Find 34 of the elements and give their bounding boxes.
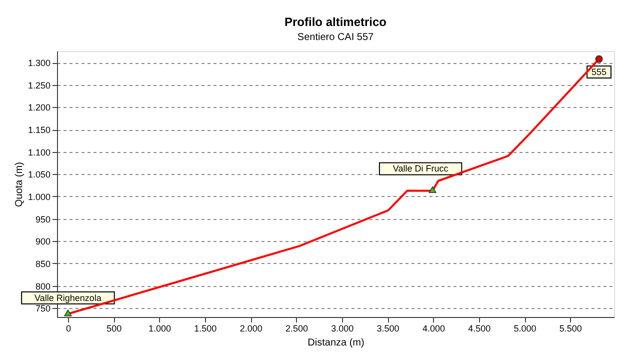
y-tick-label: 1.150 <box>28 125 50 136</box>
y-tick-label: 1.000 <box>28 192 50 202</box>
x-tick-label: 1.500 <box>194 324 217 334</box>
chart-subtitle: Sentiero CAI 557 <box>297 32 374 43</box>
x-tick-label: 0 <box>66 324 71 334</box>
y-tick-label: 1.250 <box>28 80 50 90</box>
annotation: 555 <box>592 67 607 78</box>
annotation: Valle Di Frucc <box>392 164 449 174</box>
x-tick-label: 3.500 <box>376 324 400 334</box>
y-tick-label: 1.100 <box>28 147 50 158</box>
y-tick-label: 1.300 <box>28 58 50 68</box>
y-tick-label: 850 <box>35 258 50 269</box>
x-tick-label: 3.000 <box>331 324 354 334</box>
y-tick-label: 750 <box>35 304 50 314</box>
x-tick-label: 5.000 <box>514 324 536 334</box>
x-axis-title: Distanza (m) <box>308 338 364 348</box>
x-tick-label: 2.500 <box>285 324 308 334</box>
y-tick-label: 1.050 <box>28 170 50 180</box>
y-tick-label: 950 <box>35 214 50 224</box>
y-tick-label: 1.200 <box>28 102 50 113</box>
point <box>64 310 72 316</box>
annotation: Valle Righenzola <box>34 292 102 303</box>
y-tick-label: 900 <box>35 236 50 247</box>
point <box>595 55 603 63</box>
x-tick-label: 1.000 <box>148 324 172 334</box>
x-tick-label: 500 <box>106 324 122 334</box>
x-tick-label: 4.000 <box>422 324 445 334</box>
y-axis-title: Quota (m) <box>14 162 25 208</box>
chart-title: Profilo altimetrico <box>284 15 387 29</box>
x-tick-label: 4.500 <box>468 324 491 334</box>
x-tick-label: 5.500 <box>559 324 582 334</box>
y-tick-label: 800 <box>35 281 50 292</box>
point <box>428 186 436 194</box>
x-tick-label: 2.000 <box>240 324 262 334</box>
